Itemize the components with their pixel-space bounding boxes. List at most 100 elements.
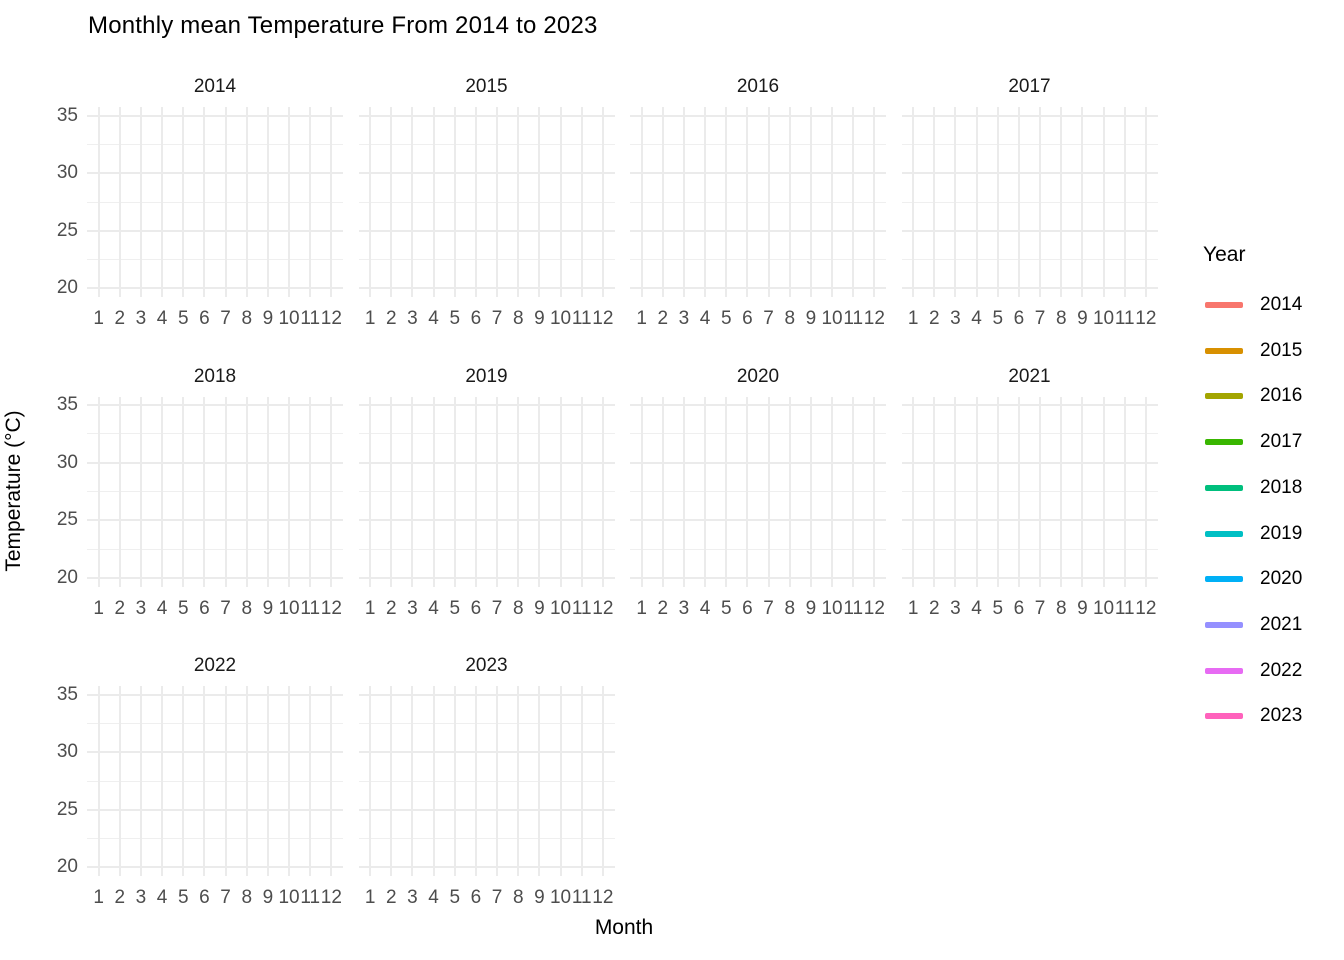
x-tick-label: 9	[262, 887, 274, 908]
gridline-minor	[87, 548, 343, 550]
x-tick-label: 12	[320, 308, 342, 329]
x-tick-label: 9	[534, 887, 545, 908]
gridline-major	[1017, 107, 1020, 297]
x-tick-label: 10	[549, 597, 572, 619]
facet-strip-label-2020: 2020	[736, 365, 780, 387]
x-tick-label: 11	[843, 597, 864, 619]
facet-panel-2014	[87, 107, 343, 297]
gridline-major	[1102, 107, 1105, 297]
gridline-major	[369, 107, 372, 297]
x-tick-label: 3	[135, 308, 147, 329]
gridline-major	[182, 686, 185, 876]
gridline-major	[288, 396, 291, 587]
gridline-major	[266, 107, 269, 297]
x-tick-label: 5	[720, 308, 732, 329]
gridline-major	[1060, 107, 1063, 297]
x-tick-label: 9	[1077, 597, 1088, 619]
gridline-major	[1102, 396, 1105, 587]
gridline-minor	[358, 722, 615, 724]
gridline-major	[1039, 107, 1042, 297]
y-tick-label: 30	[56, 741, 78, 763]
x-tick-label: 9	[262, 597, 274, 619]
gridline-major	[87, 693, 343, 696]
x-tick-label: 11	[843, 308, 864, 329]
gridline-major	[538, 396, 541, 587]
legend-color-swatch	[1205, 393, 1243, 400]
gridline-major	[358, 229, 615, 232]
gridline-major	[746, 396, 749, 587]
x-tick-label: 8	[784, 308, 796, 329]
legend-color-swatch	[1205, 347, 1243, 354]
facet-strip-label-2015: 2015	[465, 76, 508, 97]
y-tick-label: 25	[56, 509, 78, 531]
x-tick-label: 6	[199, 597, 210, 619]
facet-panel-2019	[358, 396, 615, 587]
x-tick-label: 1	[907, 308, 919, 329]
x-tick-label: 1	[636, 308, 647, 329]
gridline-major	[996, 107, 999, 297]
y-tick-label: 30	[56, 451, 78, 473]
x-tick-label: 7	[220, 308, 231, 329]
legend-entry: 2022	[1203, 660, 1343, 682]
legend-entry: 2020	[1203, 568, 1343, 590]
gridline-minor	[87, 143, 343, 145]
gridline-major	[901, 576, 1158, 579]
x-tick-label: 6	[470, 308, 482, 329]
x-tick-label: 4	[156, 887, 168, 908]
x-tick-label: 2	[928, 597, 940, 619]
gridline-major	[517, 396, 520, 587]
gridline-major	[432, 686, 435, 876]
facet-strip-label-2017: 2017	[1008, 76, 1051, 97]
gridline-major	[390, 396, 393, 587]
x-tick-label: 3	[135, 887, 147, 908]
gridline-major	[245, 686, 248, 876]
gridline-major	[1144, 396, 1147, 587]
gridline-minor	[630, 433, 886, 435]
gridline-major	[954, 107, 957, 297]
x-tick-label: 1	[636, 597, 647, 619]
gridline-major	[682, 107, 685, 297]
gridline-major	[975, 396, 978, 587]
x-tick-label: 5	[992, 597, 1004, 619]
chart-title: Monthly mean Temperature From 2014 to 20…	[88, 12, 598, 39]
x-tick-label: 4	[971, 308, 982, 329]
gridline-minor	[358, 548, 615, 550]
gridline-major	[87, 287, 343, 290]
gridline-major	[601, 396, 604, 587]
y-tick-label: 30	[56, 162, 78, 184]
gridline-major	[996, 396, 999, 587]
gridline-major	[474, 396, 477, 587]
legend-color-swatch	[1205, 621, 1243, 628]
gridline-major	[517, 686, 520, 876]
gridline-minor	[87, 838, 343, 840]
x-tick-label: 2	[114, 597, 126, 619]
gridline-major	[203, 396, 206, 587]
gridline-major	[767, 396, 770, 587]
x-tick-label: 8	[512, 308, 524, 329]
gridline-minor	[358, 838, 615, 840]
x-tick-label: 6	[1013, 597, 1025, 619]
legend-color-swatch	[1205, 713, 1243, 720]
gridline-major	[224, 686, 227, 876]
x-tick-label: 7	[1034, 308, 1046, 329]
gridline-major	[788, 396, 791, 587]
gridline-major	[390, 107, 393, 297]
x-tick-label: 10	[821, 308, 843, 329]
gridline-major	[1039, 396, 1042, 587]
gridline-major	[831, 396, 834, 587]
gridline-major	[161, 107, 164, 297]
x-tick-label: 4	[699, 308, 711, 329]
gridline-major	[630, 404, 886, 407]
gridline-major	[538, 107, 541, 297]
legend-entry-label: 2022	[1260, 659, 1303, 681]
x-tick-label: 6	[199, 887, 210, 908]
x-tick-label: 4	[699, 597, 711, 619]
legend-color-swatch	[1205, 576, 1243, 583]
gridline-major	[809, 107, 812, 297]
gridline-major	[432, 107, 435, 297]
x-tick-label: 4	[156, 597, 168, 619]
x-tick-label: 5	[177, 887, 189, 908]
gridline-major	[559, 396, 562, 587]
gridline-major	[630, 287, 886, 290]
